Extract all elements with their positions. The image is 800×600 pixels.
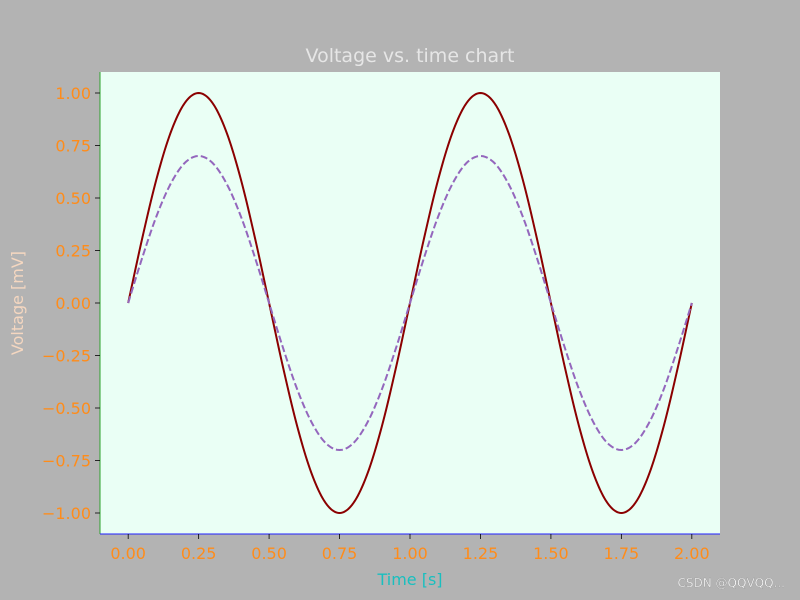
y-tick-label: 1.00 [55,84,91,103]
series-layer [127,91,693,515]
y-axis-label: Voltage [mV] [8,251,27,355]
y-tick-label: 0.00 [55,294,91,313]
x-tick-label: 2.00 [674,544,710,563]
watermark: CSDN @QQVQQ... [678,576,785,590]
x-tick-label: 1.50 [533,544,569,563]
x-tick-label: 1.00 [392,544,428,563]
x-tick-label: 0.50 [251,544,287,563]
y-tick-label: −1.00 [42,504,91,523]
y-tick-label: −0.50 [42,399,91,418]
x-axis-label: Time [s] [376,570,442,589]
chart-title: Voltage vs. time chart [306,45,515,67]
y-axis-ticks: 1.00 0.75 0.50 0.25 0.00 −0.25 −0.50 −0.75 −1.00 [42,84,100,523]
x-tick-label: 1.25 [463,544,499,563]
y-tick-label: −0.25 [42,347,91,366]
x-tick-label: 1.75 [604,544,640,563]
x-axis-ticks: 0.00 0.25 0.50 0.75 1.00 1.25 1.50 1.75 2.00 [110,534,710,563]
x-tick-label: 0.25 [181,544,217,563]
y-tick-label: 0.25 [55,242,91,261]
series-line-2 [127,154,693,452]
y-tick-label: 0.50 [55,189,91,208]
y-tick-label: −0.75 [42,452,91,471]
y-tick-label: 0.75 [55,137,91,156]
x-tick-label: 0.00 [110,544,146,563]
x-tick-label: 0.75 [322,544,358,563]
